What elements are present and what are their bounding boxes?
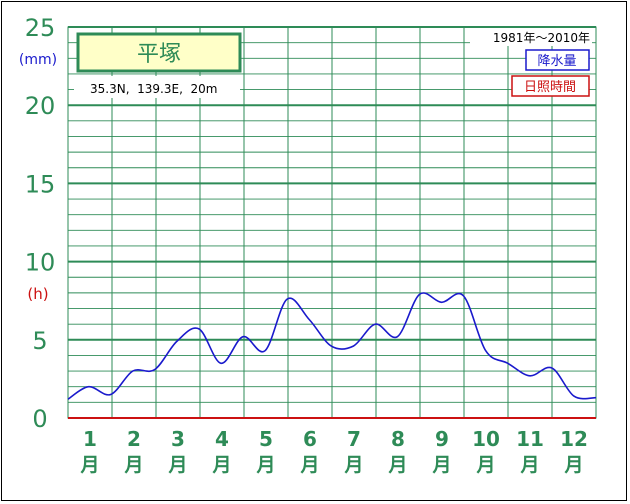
x-tick-label: 3 xyxy=(171,427,185,451)
x-tick-label: 8 xyxy=(391,427,405,451)
y-axis-labels: 0 5 10 15 20 25 xyxy=(25,14,56,433)
series-lines xyxy=(67,292,597,420)
x-tick-label: 6 xyxy=(303,427,317,451)
y-tick-label: 5 xyxy=(32,327,47,355)
x-tick-label: 7 xyxy=(347,427,361,451)
location-text: 35.3N, 139.3E, 20m xyxy=(90,82,217,96)
y-tick-label: 20 xyxy=(25,92,56,120)
y-unit-mm: (mm) xyxy=(19,52,57,68)
legend-label-sunshine: 日照時間 xyxy=(524,80,576,95)
title-box xyxy=(76,32,242,73)
x-tick-suffix: 月 xyxy=(387,454,407,476)
y-tick-label: 15 xyxy=(25,170,56,198)
x-axis-labels: 1 月 2 月 3 月 4 月 5 月 6 月 7 月 8 月 9 月 10 月 11 月 12 月 xyxy=(79,427,587,476)
grid xyxy=(67,26,597,419)
chart-title: 平塚 xyxy=(137,42,181,67)
x-tick-suffix: 月 xyxy=(563,454,583,476)
y-unit-h: (h) xyxy=(27,285,48,303)
y-tick-label: 25 xyxy=(25,14,56,42)
y-tick-label: 10 xyxy=(25,249,56,277)
x-tick-suffix: 月 xyxy=(123,454,143,476)
x-tick-suffix: 月 xyxy=(519,454,539,476)
period-box xyxy=(470,28,592,46)
legend-label-precipitation: 降水量 xyxy=(537,54,576,69)
x-tick-suffix: 月 xyxy=(299,454,319,476)
x-tick-suffix: 月 xyxy=(431,454,451,476)
location-box xyxy=(74,76,240,98)
x-tick-suffix: 月 xyxy=(475,454,495,476)
x-tick-suffix: 月 xyxy=(79,454,99,476)
x-tick-label: 2 xyxy=(127,427,141,451)
x-tick-label: 5 xyxy=(259,427,273,451)
x-tick-label: 11 xyxy=(516,427,544,451)
y-tick-label: 0 xyxy=(32,405,47,433)
x-tick-suffix: 月 xyxy=(343,454,363,476)
x-tick-label: 10 xyxy=(472,427,500,451)
legend-precipitation: 降水量 xyxy=(525,49,590,71)
x-tick-label: 9 xyxy=(435,427,449,451)
x-tick-label: 4 xyxy=(215,427,229,451)
x-tick-suffix: 月 xyxy=(167,454,187,476)
legend-sunshine: 日照時間 xyxy=(511,75,590,97)
x-tick-label: 1 xyxy=(83,427,97,451)
x-tick-suffix: 月 xyxy=(255,454,275,476)
series-line-0 xyxy=(67,292,597,400)
x-tick-suffix: 月 xyxy=(211,454,231,476)
x-tick-label: 12 xyxy=(560,427,588,451)
period-text: 1981年〜2010年 xyxy=(493,31,590,45)
